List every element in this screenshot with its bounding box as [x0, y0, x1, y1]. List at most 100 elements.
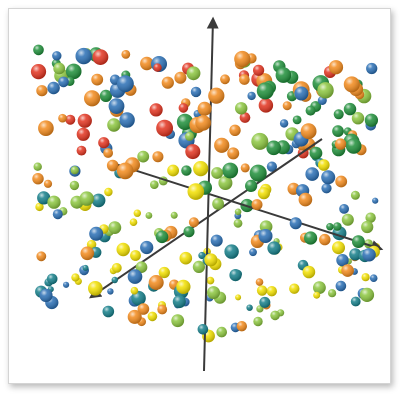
sphere	[47, 195, 61, 209]
sphere	[153, 63, 162, 72]
sphere	[33, 162, 42, 171]
sphere	[197, 324, 209, 335]
sphere	[77, 113, 92, 128]
sphere	[335, 280, 347, 292]
sphere	[304, 231, 318, 245]
sphere	[58, 113, 67, 123]
image-frame	[8, 8, 391, 384]
sphere	[121, 50, 131, 59]
sphere	[364, 113, 378, 127]
sphere	[127, 309, 142, 324]
sphere	[335, 175, 348, 188]
sphere	[302, 265, 316, 279]
sphere	[111, 276, 119, 284]
sphere	[71, 273, 80, 282]
sphere	[321, 183, 332, 194]
sphere	[39, 288, 53, 302]
sphere	[170, 211, 178, 219]
sphere	[235, 102, 248, 115]
sphere	[46, 273, 58, 285]
sphere	[195, 115, 211, 131]
sphere	[282, 101, 292, 111]
sphere	[349, 248, 362, 261]
sphere	[305, 105, 316, 116]
sphere	[369, 274, 378, 283]
sphere	[298, 192, 313, 207]
sphere	[91, 73, 104, 86]
sphere	[341, 213, 354, 226]
sphere	[256, 305, 264, 313]
sphere	[336, 254, 349, 267]
sphere	[99, 89, 112, 102]
sphere	[294, 86, 309, 101]
sphere	[245, 179, 258, 192]
sphere	[174, 71, 187, 84]
sphere	[89, 226, 104, 241]
sphere	[289, 217, 302, 230]
sphere	[345, 138, 362, 154]
sphere	[343, 102, 357, 116]
sphere	[167, 164, 180, 177]
sphere	[198, 251, 206, 260]
sphere	[333, 222, 342, 231]
sphere	[313, 291, 321, 299]
sphere	[372, 197, 379, 204]
sphere	[80, 246, 95, 261]
sphere	[359, 287, 375, 302]
sphere	[35, 202, 44, 212]
sphere	[150, 180, 159, 189]
sphere	[186, 66, 201, 81]
sphere	[53, 62, 66, 75]
sphere	[211, 167, 224, 179]
sphere	[343, 76, 360, 93]
sphere	[249, 164, 267, 182]
sphere	[52, 51, 62, 61]
axes-layer	[89, 16, 384, 372]
sphere	[279, 119, 289, 128]
sphere	[107, 118, 121, 132]
sphere	[233, 218, 243, 228]
sphere	[70, 166, 79, 175]
sphere	[220, 74, 230, 85]
sphere	[111, 263, 122, 273]
sphere	[129, 218, 138, 226]
sphere	[247, 91, 256, 101]
sphere	[333, 109, 344, 120]
sphere	[362, 248, 376, 262]
sphere	[188, 217, 199, 228]
sphere	[365, 212, 376, 223]
sphere	[258, 98, 274, 113]
sphere	[214, 137, 230, 153]
sphere	[148, 275, 164, 290]
sphere	[350, 296, 361, 307]
sphere	[229, 124, 241, 136]
sphere	[313, 281, 326, 294]
sphere	[47, 81, 60, 95]
sphere	[130, 250, 141, 261]
sphere	[267, 241, 281, 255]
sphere	[253, 64, 265, 76]
sphere	[102, 305, 115, 318]
sphere	[176, 279, 191, 294]
sphere	[234, 50, 251, 68]
sphere	[239, 74, 250, 85]
sphere	[239, 112, 251, 123]
sphere	[38, 120, 54, 136]
sphere	[332, 125, 344, 137]
sphere	[185, 131, 194, 141]
sphere	[33, 44, 44, 56]
sphere	[300, 123, 317, 140]
sphere	[130, 286, 139, 295]
sphere	[52, 209, 63, 220]
sphere	[76, 127, 90, 141]
sphere	[318, 159, 330, 171]
sphere	[131, 290, 146, 306]
sphere	[208, 87, 225, 104]
sphere	[116, 162, 134, 180]
sphere	[82, 264, 89, 271]
sphere	[108, 98, 125, 114]
sphere	[361, 273, 370, 282]
axis-horizontal	[108, 161, 384, 252]
sphere	[107, 288, 114, 295]
sphere	[145, 212, 153, 219]
